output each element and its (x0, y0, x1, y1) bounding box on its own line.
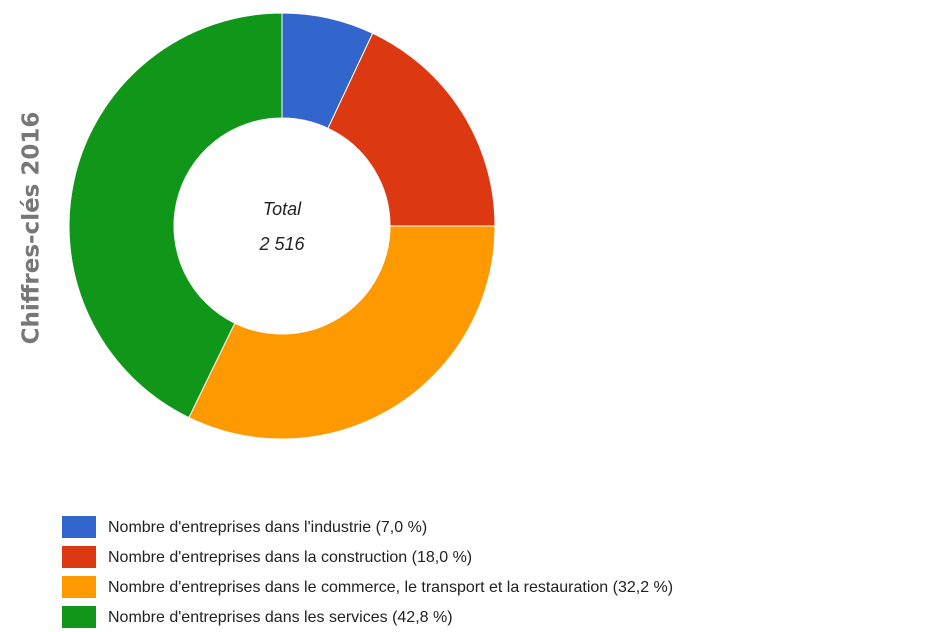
center-total: 2 516 (258, 234, 305, 254)
legend-swatch (62, 576, 96, 598)
legend-label: Nombre d'entreprises dans les services (… (108, 609, 453, 626)
chart-title: Chiffres-clés 2016 (19, 112, 45, 345)
legend-swatch (62, 516, 96, 538)
donut-slice (327, 32, 496, 227)
legend-label: Nombre d'entreprises dans l'industrie (7… (108, 519, 427, 536)
donut-slice (188, 225, 496, 440)
legend-swatch (62, 546, 96, 568)
donut-slice (68, 12, 283, 419)
legend-swatch (62, 606, 96, 628)
legend-label: Nombre d'entreprises dans la constructio… (108, 549, 472, 566)
center-label: Total (263, 199, 302, 219)
legend-label: Nombre d'entreprises dans le commerce, l… (108, 579, 673, 596)
